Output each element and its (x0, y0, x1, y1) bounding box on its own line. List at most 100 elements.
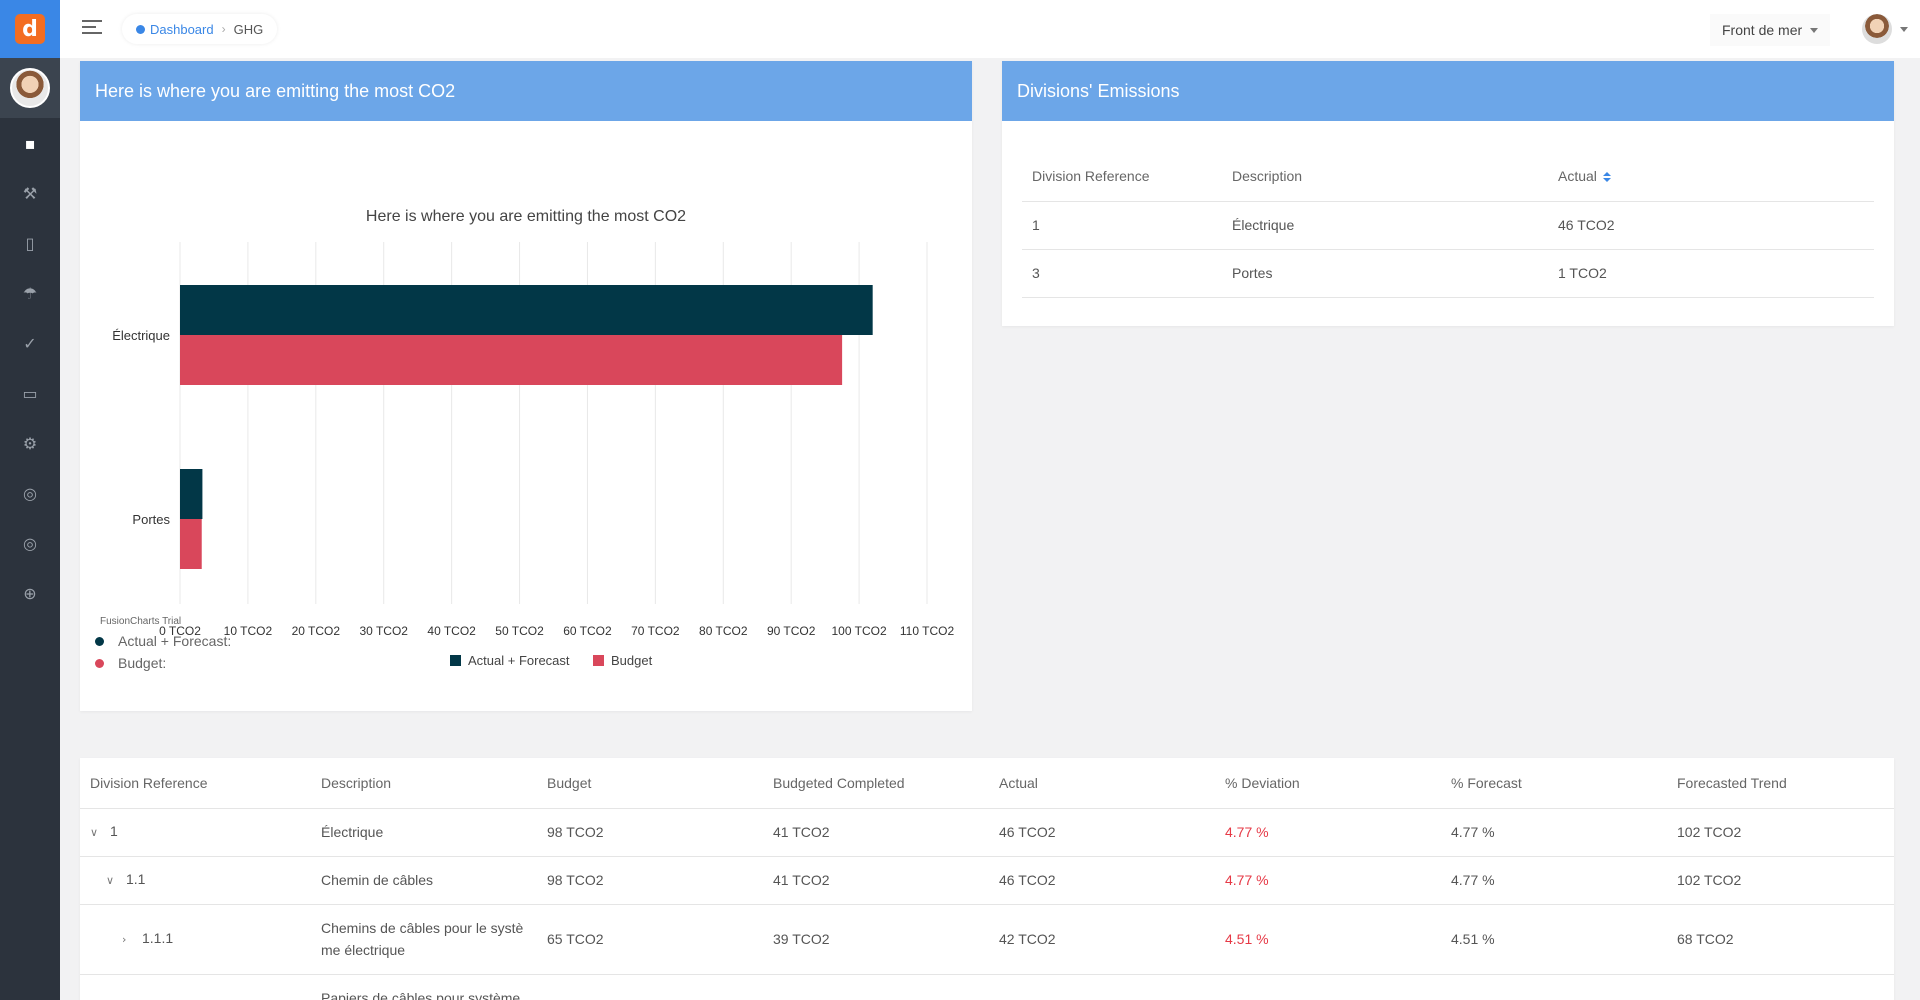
cell-ref: 3 (1022, 249, 1222, 298)
division-details-table: Division Reference Description Budget Bu… (80, 758, 1894, 1000)
cell-deviation: 4.77 % (1215, 856, 1441, 905)
chevron-down-icon[interactable]: ∨ (90, 826, 99, 839)
cell-trend (1667, 974, 1894, 1000)
cell-desc: Chemins de câbles pour le systè me élect… (311, 904, 537, 975)
globe-alt-icon: ◎ (23, 533, 37, 553)
user-avatar[interactable] (1862, 14, 1892, 44)
bar-budget (180, 519, 202, 569)
sidebar-item-settings[interactable]: ⚙ (0, 418, 60, 468)
cell-completed: 41 TCO2 (763, 856, 989, 905)
cell-ref: ∨ 1 (80, 808, 311, 857)
menu-icon[interactable] (82, 20, 104, 36)
project-select-value: Front de mer (1722, 22, 1803, 38)
sort-icon[interactable] (1602, 172, 1611, 183)
breadcrumb-current: GHG (233, 21, 264, 37)
cell-completed: 39 TCO2 (763, 904, 989, 975)
bar-actual-forecast (180, 469, 203, 519)
sidebar-item-tools[interactable]: ⚒ (0, 168, 60, 218)
cell-budget: 65 TCO2 (537, 904, 763, 975)
sidebar-item-folder[interactable]: ▭ (0, 368, 60, 418)
cell-actual: 46 TCO2 (1548, 201, 1874, 250)
cell-forecast (1441, 974, 1667, 1000)
topbar: Dashboard › GHG Front de mer (60, 0, 1920, 58)
x-tick-label: 30 TCO2 (359, 624, 408, 638)
cell-ref: › 1.1.1 (80, 904, 311, 975)
x-tick-label: 60 TCO2 (563, 624, 612, 638)
cell-desc: Électrique (1222, 201, 1548, 250)
x-tick-label: 50 TCO2 (495, 624, 544, 638)
table-row[interactable]: › 1.1.1 Chemins de câbles pour le systè m… (80, 904, 1894, 975)
cell-ref (80, 974, 311, 1000)
col-description[interactable]: Description (311, 758, 537, 809)
bar-budget (180, 335, 843, 385)
cell-forecast: 4.77 % (1441, 856, 1667, 905)
briefcase-icon: ▪ (24, 133, 36, 153)
sidebar-item-briefcase[interactable]: ▪ (0, 118, 60, 168)
emissions-chart-card: Here is where you are emitting the most … (80, 61, 972, 711)
col-budgeted-completed[interactable]: Budgeted Completed (763, 758, 989, 809)
chevron-right-icon[interactable]: › (122, 933, 127, 946)
emissions-bar-chart: Here is where you are emitting the most … (112, 208, 955, 668)
divisions-card-header: Divisions' Emissions (1002, 61, 1894, 121)
gear-icon: ⚙ (22, 433, 38, 453)
col-division-reference[interactable]: Division Reference (1022, 151, 1222, 202)
sidebar-item-globe[interactable]: ◎ (0, 468, 60, 518)
avatar (10, 68, 50, 108)
project-select[interactable]: Front de mer (1710, 14, 1830, 46)
cell-ref: ∨ 1.1 (80, 856, 311, 905)
cell-trend: 102 TCO2 (1667, 856, 1894, 905)
legend-label: Budget (611, 653, 653, 668)
chevron-down-icon[interactable]: ∨ (106, 874, 115, 887)
sidebar: d ▪ ⚒ ▯ ☂ ✓ ▭ ⚙ ◎ ◎ ⊕ (0, 0, 60, 1000)
logo-icon: d (15, 14, 45, 44)
col-division-reference[interactable]: Division Reference (80, 758, 311, 809)
cell-trend: 68 TCO2 (1667, 904, 1894, 975)
sidebar-item-building[interactable]: ▯ (0, 218, 60, 268)
table-row[interactable]: ∨ 1 Électrique 98 TCO2 41 TCO2 46 TCO2 4.… (80, 808, 1894, 857)
cell-deviation: 4.51 % (1215, 904, 1441, 975)
cell-deviation (1215, 974, 1441, 1000)
x-tick-label: 100 TCO2 (832, 624, 887, 638)
cell-desc: Chemin de câbles (311, 856, 537, 905)
tools-icon: ⚒ (22, 183, 38, 203)
sidebar-item-add[interactable]: ⊕ (0, 568, 60, 618)
col-budget[interactable]: Budget (537, 758, 763, 809)
fusioncharts-trial-label: FusionCharts Trial (100, 616, 182, 627)
col-forecasted-trend[interactable]: Forecasted Trend (1667, 758, 1894, 809)
chevron-down-icon (1810, 27, 1818, 33)
plus-circle-icon: ⊕ (23, 583, 37, 603)
tooltip-legend-actual: Actual + Forecast: (95, 633, 231, 649)
divisions-emissions-card: Divisions' Emissions Division Reference … (1002, 61, 1894, 326)
cell-desc: Portes (1222, 249, 1548, 298)
col-deviation[interactable]: % Deviation (1215, 758, 1441, 809)
app-logo[interactable]: d (0, 0, 60, 58)
cell-ref-value: 1 (110, 823, 118, 839)
col-description[interactable]: Description (1222, 151, 1548, 202)
legend-label: Actual + Forecast (468, 653, 570, 668)
col-actual[interactable]: Actual (1548, 151, 1874, 202)
col-forecast[interactable]: % Forecast (1441, 758, 1667, 809)
table-row[interactable]: 1 Électrique 46 TCO2 (1022, 201, 1874, 250)
user-menu-chevron-icon[interactable] (1900, 27, 1908, 32)
table-row[interactable]: Papiers de câbles pour système (80, 974, 1894, 1000)
cell-desc: Papiers de câbles pour système (311, 974, 537, 1000)
cell-ref: 1 (1022, 201, 1222, 250)
sidebar-item-check[interactable]: ✓ (0, 318, 60, 368)
sidebar-avatar[interactable] (0, 58, 60, 118)
col-actual[interactable]: Actual (989, 758, 1215, 809)
cell-completed: 41 TCO2 (763, 808, 989, 857)
sidebar-item-globe-alt[interactable]: ◎ (0, 518, 60, 568)
x-tick-label: 0 TCO2 (159, 624, 201, 638)
breadcrumb-dashboard-label: Dashboard (150, 21, 214, 37)
x-tick-label: 70 TCO2 (631, 624, 680, 638)
legend-swatch (450, 655, 461, 666)
table-row[interactable]: 3 Portes 1 TCO2 (1022, 249, 1874, 298)
sidebar-item-tree[interactable]: ☂ (0, 268, 60, 318)
x-tick-label: 80 TCO2 (699, 624, 748, 638)
x-tick-label: 110 TCO2 (900, 624, 955, 638)
breadcrumb-dashboard[interactable]: Dashboard (136, 22, 214, 37)
cell-budget: 98 TCO2 (537, 856, 763, 905)
table-row[interactable]: ∨ 1.1 Chemin de câbles 98 TCO2 41 TCO2 46… (80, 856, 1894, 905)
tooltip-legend-actual-label: Actual + Forecast: (118, 633, 232, 649)
cell-completed (763, 974, 989, 1000)
